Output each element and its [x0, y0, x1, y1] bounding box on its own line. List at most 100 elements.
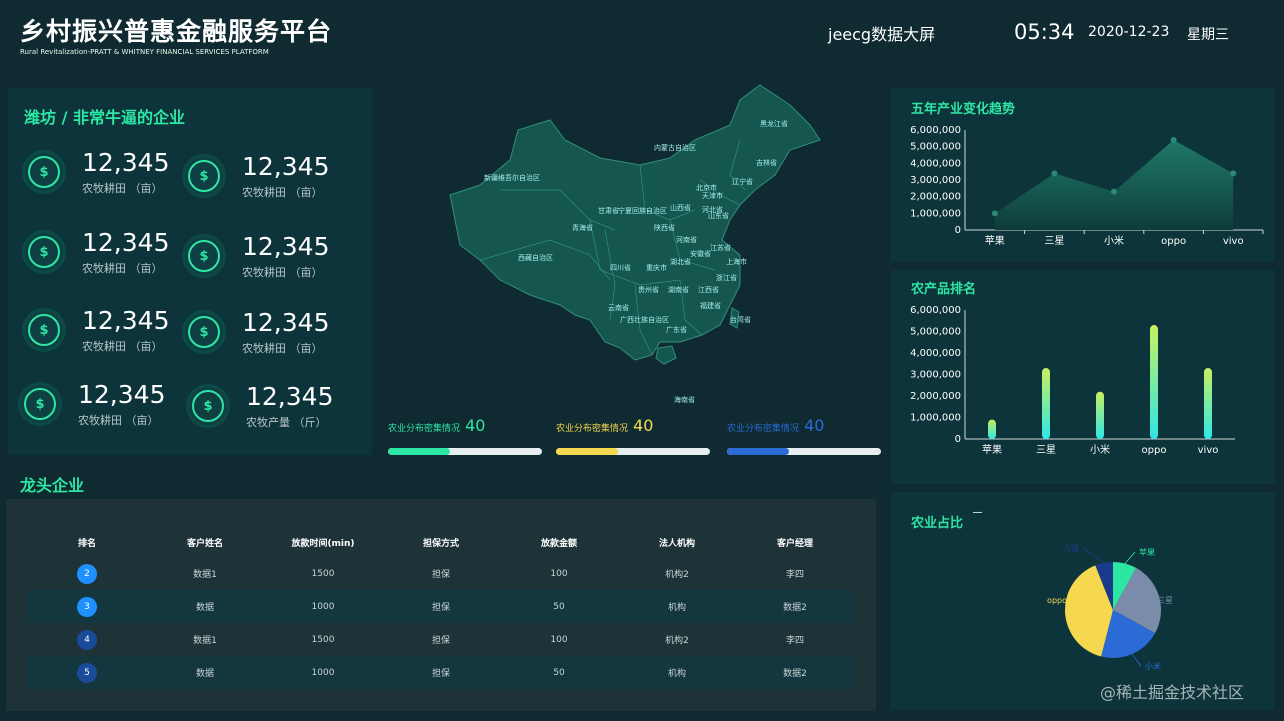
table-cell: 数据 [195, 603, 214, 613]
y-tick-label: 1,000,000 [910, 208, 961, 219]
y-tick-label: 6,000,000 [910, 125, 961, 136]
table-cell: 机构 [667, 603, 686, 613]
province-label: 海南省 [674, 395, 695, 404]
leading-enterprise-title: 龙头企业 [20, 476, 85, 495]
table-row[interactable]: 4 数据1 1500 担保 100 机构2 李四 [28, 623, 854, 656]
y-tick-label: 5,000,000 [910, 142, 961, 153]
table-cell: 100 [550, 568, 568, 579]
pie-slice[interactable] [1065, 565, 1113, 657]
density-progress: 农业分布密集情况 40 [727, 416, 824, 435]
progress-value: 40 [465, 416, 486, 435]
enterprise-stats-panel: 潍坊 / 非常牛逼的企业 $12,345 农牧耕田 （亩） $12,345 农牧耕田 … [8, 88, 372, 455]
table-cell: 1000 [311, 667, 335, 678]
stat-value: 12,345 [78, 380, 166, 409]
province-label: 重庆市 [646, 263, 667, 272]
bar[interactable] [1150, 325, 1158, 439]
column-header: 法人机构 [658, 538, 695, 549]
table-row[interactable]: 5 数据 1000 担保 50 机构 数据2 [28, 656, 854, 689]
stat-label: 农牧耕田 （亩） [82, 182, 163, 195]
bar[interactable] [1096, 391, 1104, 439]
province-label: 安徽省 [690, 249, 711, 258]
progress-label: 农业分布密集情况 [727, 424, 800, 434]
province-label: 辽宁省 [732, 177, 753, 186]
data-point[interactable] [1051, 170, 1058, 177]
data-point[interactable] [991, 210, 998, 217]
province-label: 江西省 [698, 285, 719, 294]
stat-card: $12,345 农牧耕田 （亩） [182, 306, 352, 366]
province-label: 北京市 [696, 183, 717, 192]
data-point[interactable] [1111, 188, 1117, 195]
table-cell: 数据1 [193, 636, 217, 646]
progress-value: 40 [633, 416, 654, 435]
stat-label: 农牧耕田 （亩） [82, 262, 163, 275]
data-point[interactable] [1230, 170, 1237, 177]
province-label: 广西壮族自治区 [620, 315, 669, 324]
province-label: 天津市 [702, 191, 723, 200]
bar[interactable] [1042, 368, 1050, 439]
pie-slice[interactable] [1113, 567, 1161, 634]
table-cell: 1500 [311, 568, 335, 579]
legend-note: ━━━ [973, 510, 983, 516]
y-tick-label: 0 [955, 434, 961, 445]
stat-label: 农牧耕田 （亩） [242, 342, 323, 355]
table-cell: 50 [553, 601, 565, 612]
province-label: 西藏自治区 [518, 253, 553, 262]
pie-leader-line [1131, 653, 1142, 667]
pie-label: 小米 [1145, 661, 1161, 671]
pie-slice[interactable] [1095, 562, 1113, 610]
y-tick-label: 5,000,000 [910, 327, 961, 338]
stat-label: 农牧产量 （斤） [246, 416, 327, 429]
table-cell: 机构2 [665, 636, 689, 646]
watermark: @稀土掘金技术社区 [1100, 683, 1245, 702]
rank-badge: 3 [77, 596, 97, 617]
pie-slice[interactable] [1101, 610, 1156, 658]
pie-leader-line [1124, 551, 1136, 564]
stat-value: 12,345 [242, 308, 330, 337]
province-label: 浙江省 [716, 273, 737, 282]
province-label: 广东省 [666, 325, 687, 334]
table-row[interactable]: 2 数据1 1500 担保 100 机构2 李四 [28, 557, 854, 590]
table-cell: 李四 [785, 636, 804, 646]
progress-value: 40 [804, 416, 825, 435]
column-header: 排名 [77, 538, 96, 549]
progress-label: 农业分布密集情况 [388, 424, 461, 434]
page-subtitle: Rural Revitalization-PRATT & WHITNEY FIN… [20, 48, 269, 56]
y-tick-label: 2,000,000 [910, 192, 961, 203]
pie-slice[interactable] [1113, 562, 1137, 610]
bar[interactable] [1204, 368, 1212, 439]
column-header: 客户经理 [776, 538, 813, 549]
table-cell: 1000 [311, 601, 335, 612]
x-tick-label: vivo [1198, 445, 1219, 456]
table-cell: 担保 [431, 636, 450, 646]
province-label: 台湾省 [730, 315, 751, 324]
trend-chart-panel: 五年产业变化趋势 0 1,000,000 2,000,000 3,000,000 4,0… [891, 88, 1275, 262]
progress-fill [556, 448, 618, 455]
bar[interactable] [988, 419, 996, 439]
x-tick-label: vivo [1223, 236, 1244, 247]
province-label: 四川省 [610, 263, 631, 272]
pie-label: 苹果 [1139, 547, 1155, 557]
weekday: 星期三 [1187, 27, 1229, 43]
stat-card: $12,345 农牧耕田 （亩） [18, 378, 188, 438]
y-tick-label: 0 [955, 225, 961, 236]
x-tick-label: 三星 [1036, 444, 1056, 456]
stat-label: 农牧耕田 （亩） [82, 340, 163, 353]
province-label: 河北省 [702, 205, 723, 214]
x-tick-label: 小米 [1104, 234, 1124, 247]
data-point[interactable] [1170, 137, 1177, 143]
x-tick-label: oppo [1142, 445, 1167, 456]
enterprise-table-panel: 排名 客户姓名 放款时间(min) 担保方式 放款金额 法人机构 客户经理 2 数据1 1500… [6, 499, 876, 711]
trend-area-chart: 0 1,000,000 2,000,000 3,000,000 4,000,000 5,0… [910, 125, 1264, 247]
pie-leader-line [1152, 596, 1160, 601]
table-header-row: 排名 客户姓名 放款时间(min) 担保方式 放款金额 法人机构 客户经理 [28, 527, 854, 557]
table-row[interactable]: 3 数据 1000 担保 50 机构 数据2 [28, 590, 854, 623]
panel-title: 潍坊 / 非常牛逼的企业 [24, 108, 185, 127]
ranking-chart-title: 农产品排名 [911, 282, 977, 297]
province-label: 陕西省 [654, 223, 675, 232]
column-header: 放款金额 [540, 538, 577, 549]
date: 2020-12-23 [1088, 24, 1170, 40]
china-map[interactable]: 黑龙江省 吉林省 辽宁省 内蒙古自治区 新疆维吾尔自治区 甘肃省 宁夏回族自治区 青海省 西藏自… [440, 80, 830, 490]
table-cell: 机构2 [665, 570, 689, 580]
rank-badge: 4 [77, 629, 97, 650]
